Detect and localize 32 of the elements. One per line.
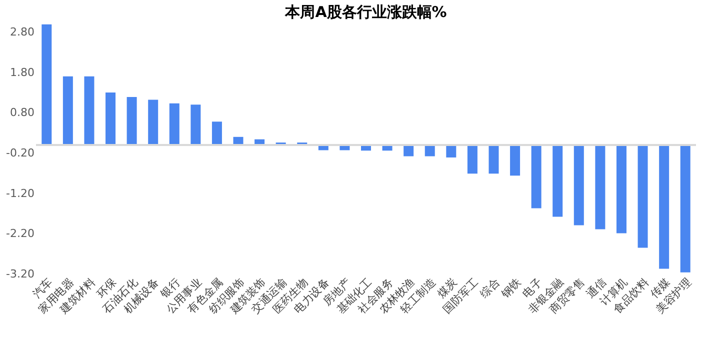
bar [446, 144, 456, 158]
bar [106, 92, 116, 145]
bar [488, 144, 499, 174]
bar [552, 144, 563, 217]
bar [169, 103, 180, 145]
y-tick-label: -1.20 [6, 186, 34, 200]
y-tick-label: -0.20 [6, 146, 34, 160]
bar [148, 100, 158, 145]
y-tick-label: -2.20 [6, 227, 34, 240]
bar [84, 76, 94, 145]
bar [595, 144, 606, 230]
bar [62, 76, 73, 145]
bar [680, 144, 690, 272]
bar [212, 122, 222, 145]
bar [659, 144, 670, 269]
bar [126, 96, 137, 145]
bar [190, 104, 201, 145]
bar [510, 144, 520, 176]
bar [424, 144, 435, 156]
x-tick-label: 综合 [477, 276, 502, 301]
bar [616, 144, 626, 234]
y-tick-label: -3.20 [6, 268, 34, 280]
bar [638, 144, 648, 248]
bar [467, 144, 478, 174]
bar [531, 144, 542, 208]
y-tick-label: 1.80 [10, 66, 34, 79]
bar [404, 144, 414, 156]
bar [574, 144, 584, 226]
chart-title: 本周A股各行业涨跌幅% [284, 3, 447, 21]
y-tick-label: 0.80 [10, 106, 34, 120]
y-tick-label: 2.80 [10, 26, 34, 39]
bar [42, 24, 52, 145]
